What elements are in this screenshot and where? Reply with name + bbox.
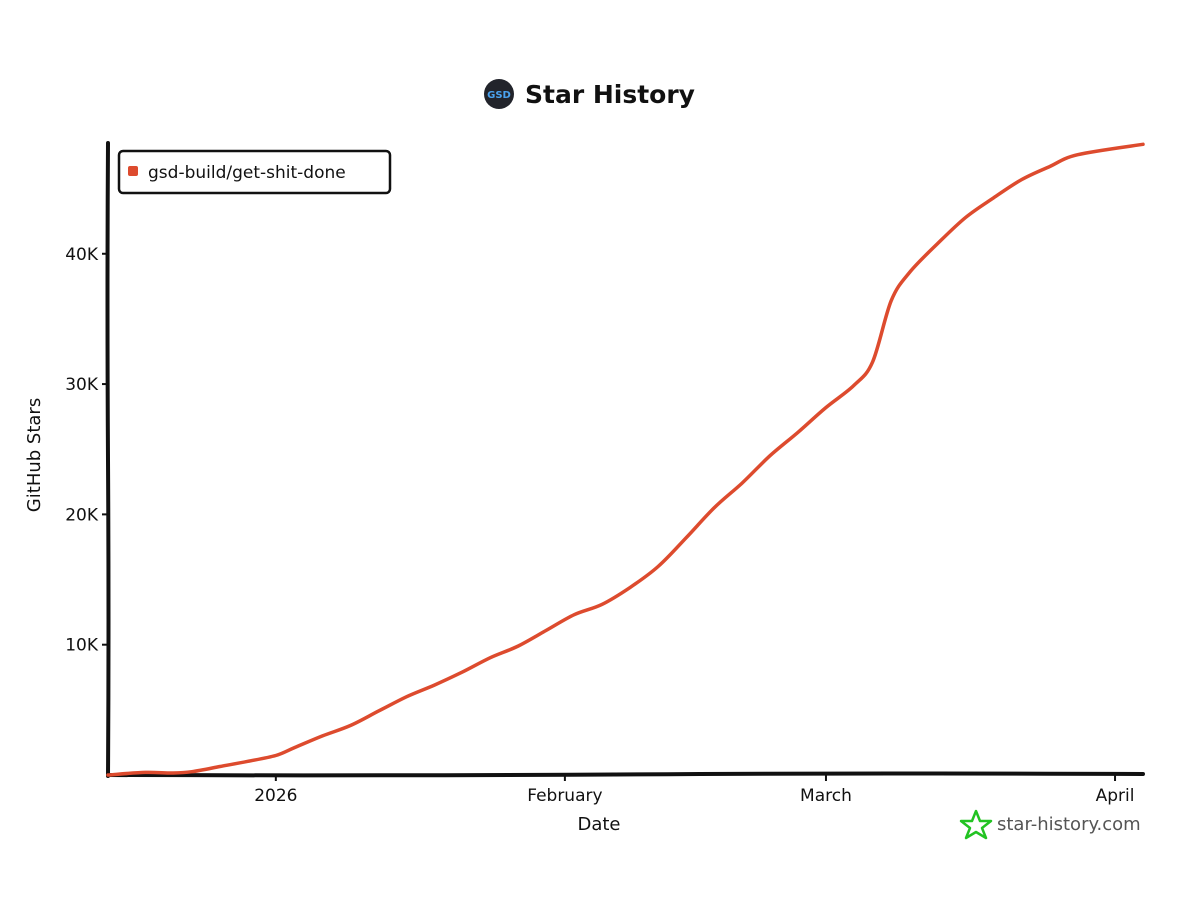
x-tick-label: April bbox=[1096, 786, 1135, 806]
gsd-logo-icon: GSD bbox=[484, 79, 514, 109]
star-icon bbox=[959, 809, 993, 840]
watermark-text: star-history.com bbox=[997, 814, 1141, 835]
legend-label: gsd-build/get-shit-done bbox=[148, 163, 346, 183]
x-tick-label: 2026 bbox=[254, 786, 297, 806]
y-tick-label: 30K bbox=[65, 375, 99, 395]
x-axis-label: Date bbox=[577, 814, 620, 835]
series-layer bbox=[106, 142, 1145, 777]
watermark: star-history.com bbox=[959, 809, 1141, 840]
legend-box bbox=[117, 149, 392, 195]
series-line-0 bbox=[106, 142, 1145, 777]
y-tick-label: 10K bbox=[65, 636, 99, 656]
x-axis-line bbox=[106, 771, 1145, 778]
y-axis-ticks: 10K 20K 30K 40K bbox=[65, 245, 108, 656]
logo-text: GSD bbox=[487, 90, 511, 101]
y-axis-line bbox=[105, 141, 111, 778]
y-axis-label: GitHub Stars bbox=[24, 398, 45, 512]
legend: gsd-build/get-shit-done bbox=[117, 149, 392, 195]
y-tick-label: 40K bbox=[65, 245, 99, 265]
legend-swatch bbox=[128, 166, 138, 176]
x-axis-ticks: 2026 February March April bbox=[254, 775, 1134, 806]
y-tick-label: 20K bbox=[65, 505, 99, 525]
chart-header: GSD Star History bbox=[484, 79, 695, 109]
x-tick-label: March bbox=[800, 786, 852, 806]
x-tick-label: February bbox=[527, 786, 602, 806]
chart-title: Star History bbox=[525, 80, 695, 109]
